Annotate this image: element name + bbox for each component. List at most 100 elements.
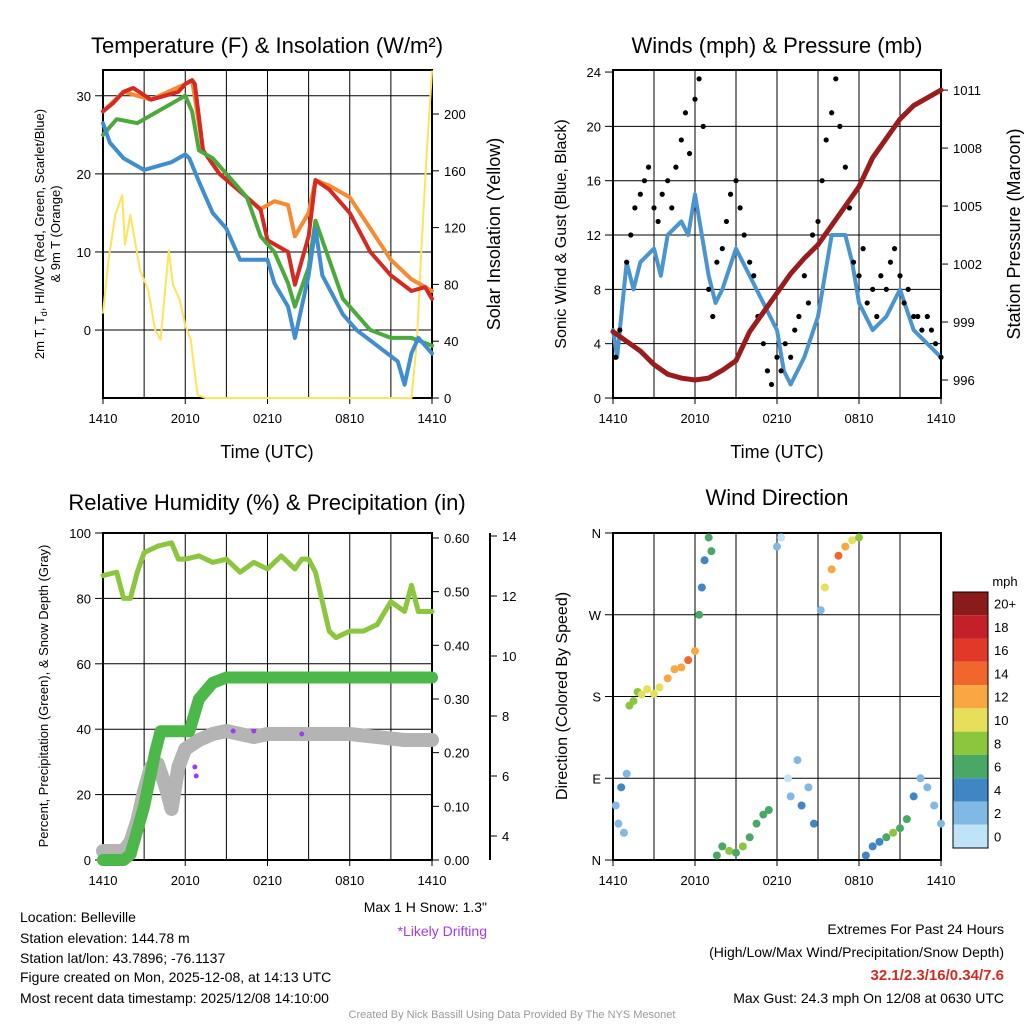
snow-axis-tick-label: 6	[502, 769, 509, 784]
wind-xtick-label: 0210	[763, 411, 792, 426]
colorbar-swatch	[953, 708, 988, 732]
temp-ylabel-line2: & 9m T (Orange)	[48, 185, 63, 282]
colorbar-label: 20+	[994, 597, 1016, 612]
rh-ytick-label: 20	[77, 788, 91, 803]
gust-point	[682, 110, 689, 116]
direction-point	[622, 769, 631, 778]
precip-axis-tick-label: 0.50	[444, 585, 469, 600]
drifting-label: *Likely Drifting	[398, 923, 487, 939]
colorbar-label: 2	[994, 806, 1001, 821]
colorbar-swatch	[953, 592, 988, 616]
direction-point	[611, 801, 620, 810]
direction-point	[617, 783, 626, 792]
gust-point	[829, 110, 835, 116]
rh-axes: 0 20 40 60 80 100 1410 2010 0210 0810 1410	[69, 526, 446, 888]
gust-point	[932, 341, 939, 347]
precip-axis-tick-label: 0.60	[444, 531, 469, 546]
precip-axis-tick-label: 0.10	[444, 799, 469, 814]
gust-point	[719, 246, 725, 252]
direction-point	[809, 819, 818, 828]
wind-ytick-label: 4	[594, 337, 601, 352]
colorbar-swatch	[953, 824, 988, 848]
dir-xtick-label: 1410	[927, 873, 956, 888]
direction-point	[841, 542, 850, 551]
direction-point	[738, 842, 747, 851]
gust-point	[788, 354, 794, 360]
temp-series-dewpoint	[101, 93, 434, 348]
wind-xlabel: Time (UTC)	[730, 442, 823, 462]
direction-point	[889, 828, 898, 837]
pressure-axis-tick-label: 1008	[953, 141, 982, 156]
dir-ytick-label: S	[592, 690, 601, 705]
rh-ytick-label: 0	[84, 853, 91, 868]
direction-point	[868, 842, 877, 851]
gust-point	[613, 354, 619, 360]
dir-ytick-label: E	[592, 771, 601, 786]
gust-point	[778, 368, 784, 374]
colorbar-title: mph	[992, 574, 1017, 589]
colorbar-swatch	[953, 778, 988, 802]
temp-ytick-label: 20	[77, 167, 91, 182]
dir-xtick-label: 0810	[845, 873, 874, 888]
snow-axis-tick-label: 12	[502, 589, 516, 604]
solar-axis-tick-label: 200	[444, 107, 466, 122]
dir-xtick-label: 0210	[763, 873, 792, 888]
gust-point	[727, 191, 734, 197]
gust-point	[733, 178, 739, 184]
direction-point	[902, 815, 911, 824]
direction-point	[786, 792, 795, 801]
max-snow-label: Max 1 H Snow: 1.3"	[364, 899, 487, 915]
direction-point	[834, 551, 843, 560]
direction-point	[677, 663, 686, 672]
gust-point	[774, 354, 780, 360]
colorbar-label: 4	[994, 783, 1001, 798]
rh-ytick-label: 60	[77, 657, 91, 672]
info-latlon: Station lat/lon: 43.7896; -76.1137	[20, 950, 225, 966]
direction-point	[712, 851, 721, 860]
temp-ylabel: 2m T, Td, HI/WC (Red, Green, Scarlet/Blu…	[32, 109, 49, 359]
temp-xtick-label: 1410	[418, 411, 447, 426]
gust-point	[665, 178, 671, 184]
wind-ytick-label: 0	[594, 391, 601, 406]
direction-point	[816, 606, 825, 615]
gust-point	[919, 327, 925, 333]
direction-point	[827, 565, 836, 574]
colorbar-label: 16	[994, 643, 1008, 658]
gust-point	[819, 178, 825, 184]
colorbar-label: 8	[994, 736, 1001, 751]
direction-point	[704, 533, 713, 542]
drifting-point	[299, 731, 305, 737]
direction-point	[614, 819, 623, 828]
colorbar-frame	[952, 591, 989, 849]
direction-point	[745, 833, 754, 842]
direction-point	[777, 533, 786, 542]
gust-point	[747, 259, 753, 265]
gust-point	[938, 354, 944, 360]
gust-point	[632, 205, 638, 211]
direction-point	[764, 806, 773, 815]
solar-axis-tick-label: 160	[444, 164, 466, 179]
temp-xtick-label: 1410	[89, 411, 118, 426]
gust-point	[651, 205, 657, 211]
direction-point	[619, 828, 628, 837]
direction-point	[650, 689, 658, 698]
gust-point	[850, 259, 857, 265]
gust-point	[897, 273, 903, 279]
dir-ytick-label: N	[592, 853, 601, 868]
gust-point	[628, 232, 634, 238]
gust-point	[723, 218, 730, 225]
gust-point	[883, 286, 889, 292]
wind-ylabel: Sonic Wind & Gust (Blue, Black)	[553, 119, 570, 348]
direction-point	[663, 674, 672, 683]
temp-series-2m-t	[101, 78, 434, 301]
direction-point	[896, 824, 904, 833]
gust-point	[928, 327, 935, 333]
wind-ytick-label: 16	[587, 174, 601, 189]
rh-xtick-label: 1410	[89, 873, 118, 888]
colorbar-label: 12	[994, 690, 1008, 705]
max-gust: Max Gust: 24.3 mph On 12/08 at 0630 UTC	[733, 990, 1004, 1006]
rh-series-relative-humidity	[100, 540, 435, 641]
wind-ytick-label: 20	[587, 119, 601, 134]
gust-point	[792, 327, 798, 333]
colorbar-swatch	[953, 661, 988, 686]
